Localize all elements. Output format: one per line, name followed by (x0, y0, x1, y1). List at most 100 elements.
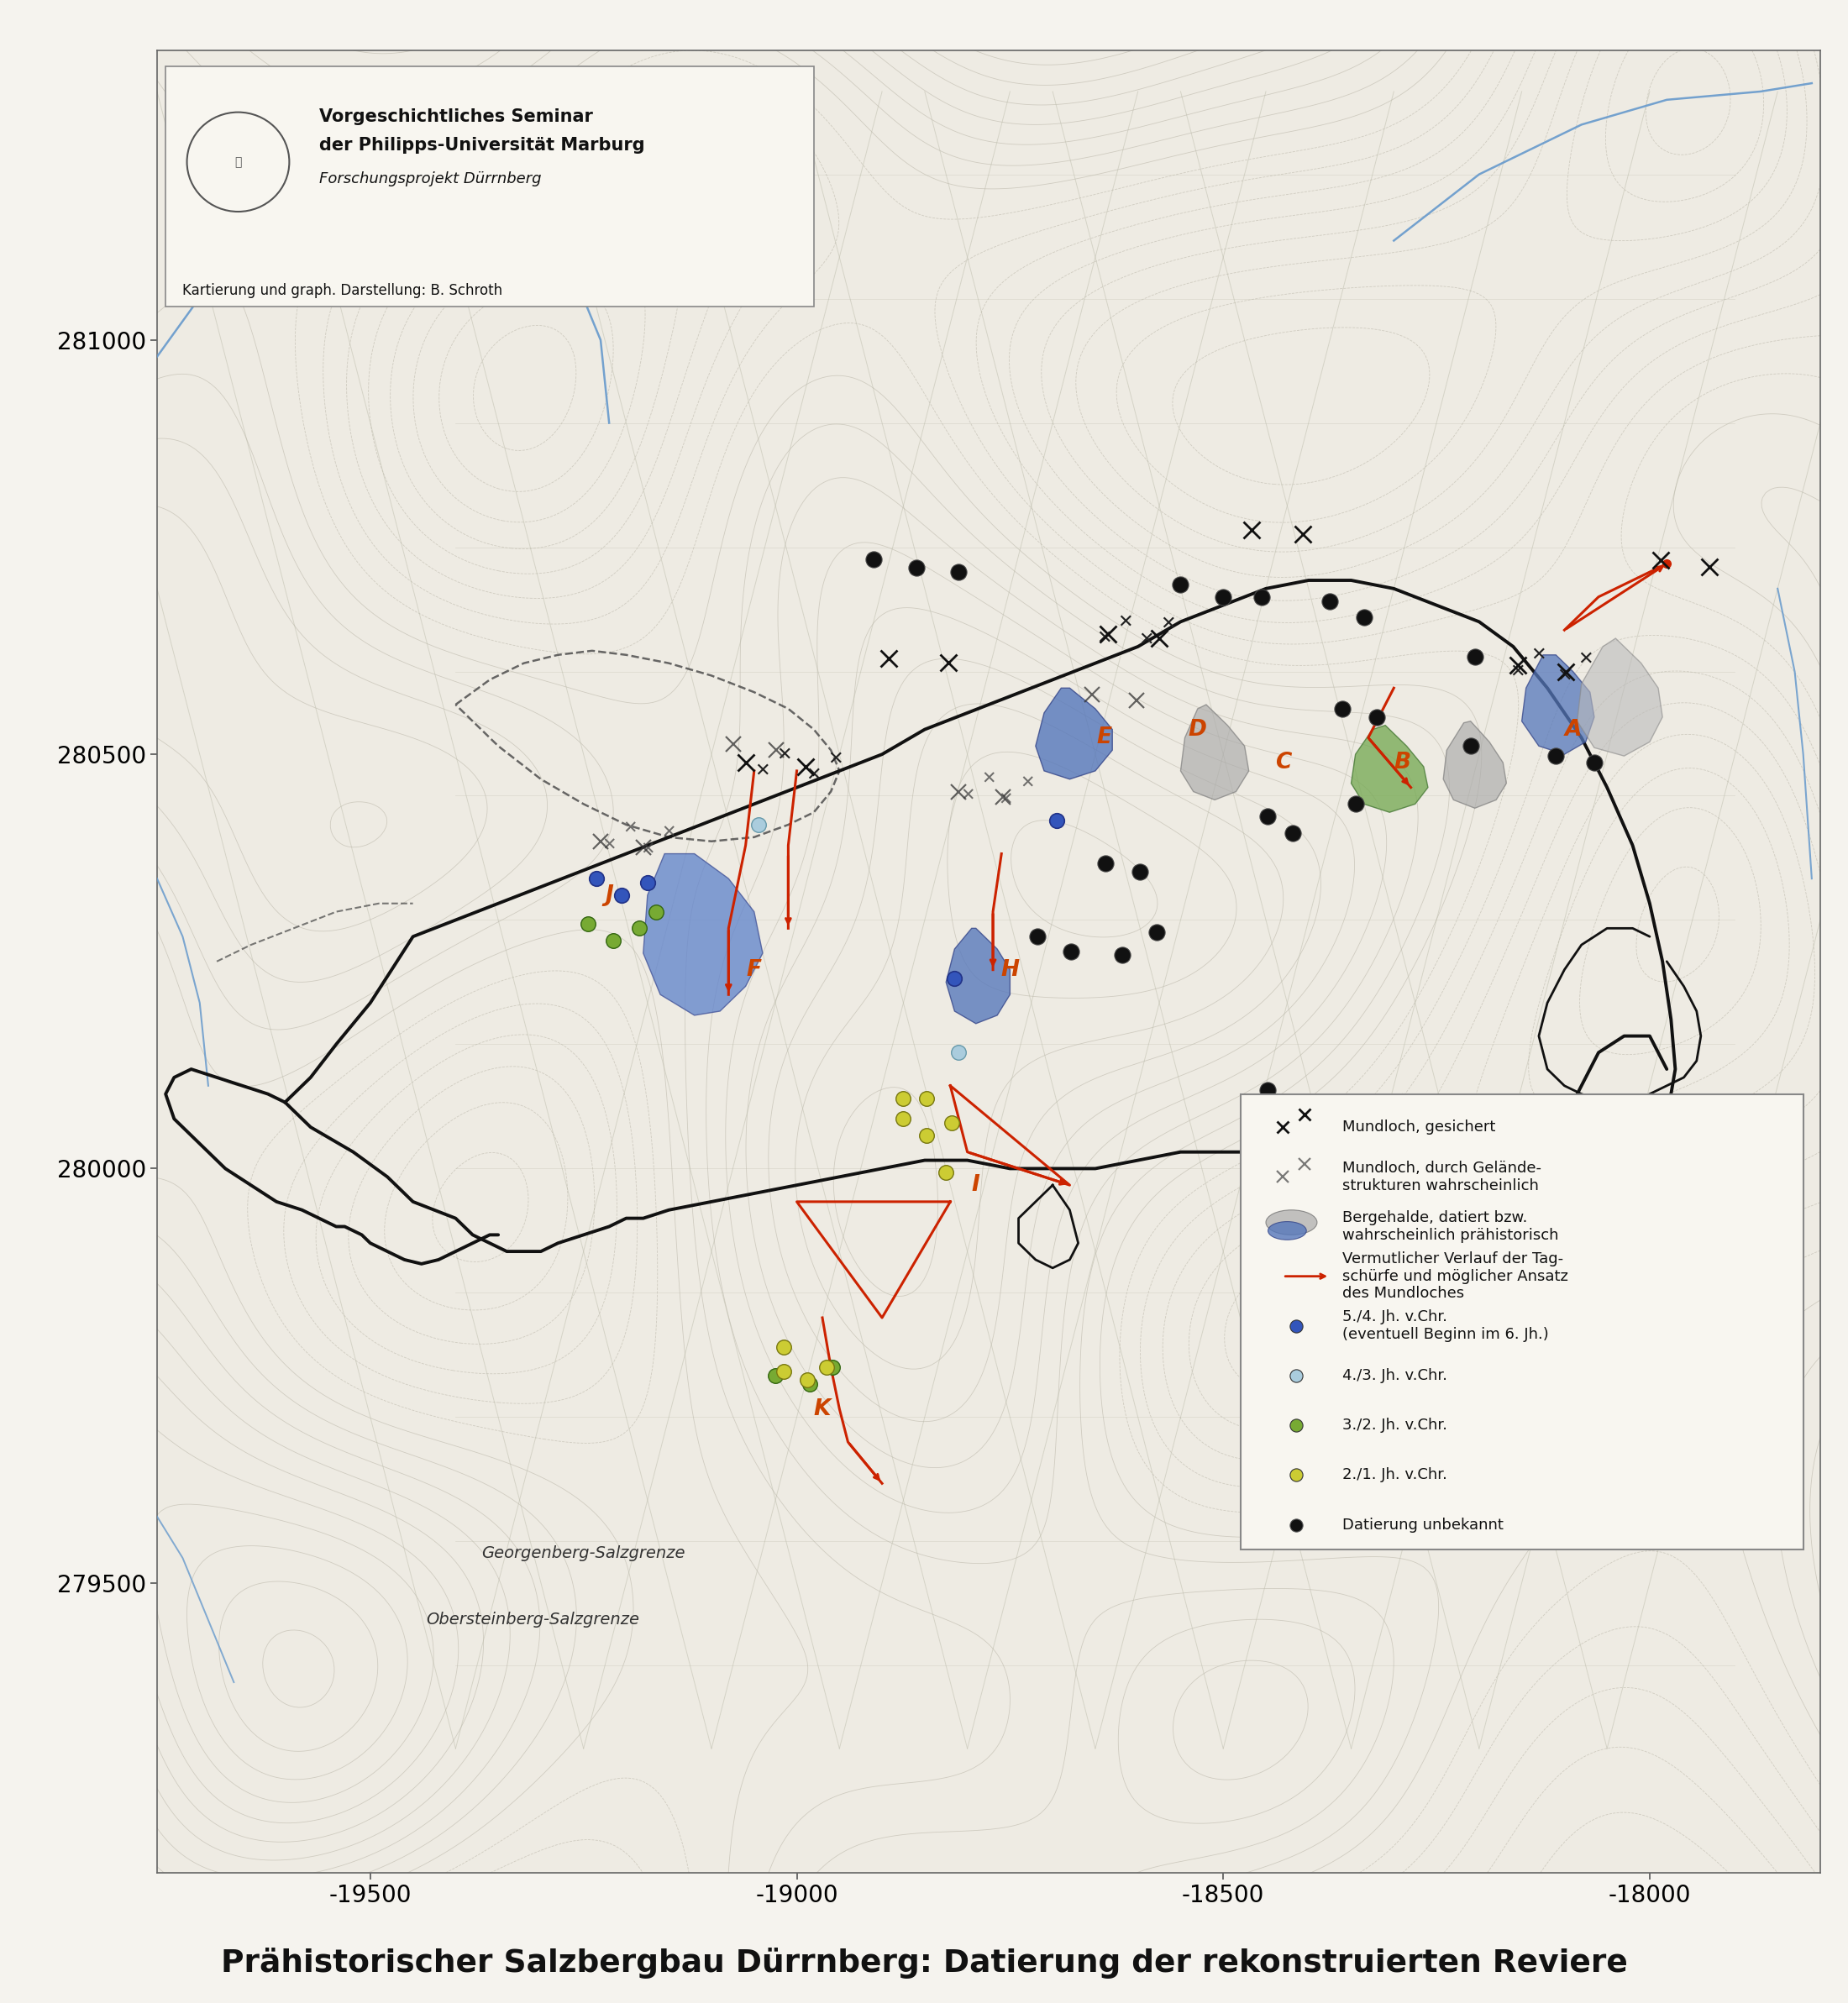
Text: ✕: ✕ (1556, 667, 1573, 683)
Polygon shape (1576, 639, 1663, 755)
Point (1057, 935, 1087, 967)
Point (1541, 739, 1571, 771)
Text: D: D (1188, 719, 1207, 741)
Text: Prähistorischer Salzbergbau Dürrnberg: Datierung der rekonstruierten Reviere: Prähistorischer Salzbergbau Dürrnberg: D… (220, 1947, 1628, 1979)
Point (1281, 1410, 1310, 1442)
Point (1022, 921, 1052, 953)
Point (632, 867, 662, 899)
Text: H: H (1002, 959, 1020, 981)
Text: ✕: ✕ (639, 841, 654, 857)
Point (1107, 939, 1137, 971)
Text: ✕: ✕ (1530, 647, 1547, 663)
Point (608, 879, 638, 911)
Ellipse shape (1268, 1222, 1307, 1240)
Point (793, 1364, 822, 1396)
Point (1253, 801, 1283, 833)
Text: ✕: ✕ (959, 787, 974, 803)
Point (911, 1120, 941, 1152)
Point (1209, 581, 1238, 613)
Point (625, 911, 654, 943)
Point (769, 1356, 798, 1388)
Text: ✕: ✕ (998, 791, 1013, 809)
Polygon shape (1181, 705, 1249, 799)
Text: Vermutlicher Verlauf der Tag-
schürfe und möglicher Ansatz
des Mundloches: Vermutlicher Verlauf der Tag- schürfe un… (1343, 1252, 1569, 1302)
Point (1281, 1360, 1310, 1392)
Text: Forschungsprojekt Dürrnberg: Forschungsprojekt Dürrnberg (320, 170, 541, 186)
Polygon shape (1035, 687, 1112, 779)
Point (944, 1038, 974, 1070)
Text: ✕: ✕ (623, 821, 638, 837)
Text: ✕: ✕ (1118, 613, 1133, 631)
Text: ✕: ✕ (1096, 629, 1112, 647)
FancyBboxPatch shape (166, 66, 813, 306)
Polygon shape (1443, 721, 1506, 807)
Text: L: L (1319, 1142, 1332, 1164)
Point (1340, 787, 1369, 819)
Text: A: A (1565, 719, 1582, 741)
Point (1090, 847, 1120, 879)
Point (573, 907, 602, 939)
Point (1349, 601, 1379, 633)
Text: J: J (604, 883, 614, 905)
Polygon shape (946, 927, 1011, 1024)
Point (1042, 805, 1072, 837)
Point (1460, 641, 1489, 673)
Text: I: I (972, 1174, 979, 1196)
Text: ✕: ✕ (754, 763, 771, 779)
Point (1253, 1074, 1283, 1106)
Text: ✕: ✕ (776, 745, 791, 763)
Text: ✕: ✕ (1161, 615, 1175, 631)
Point (743, 809, 772, 841)
Text: Obersteinberg-Salzgrenze: Obersteinberg-Salzgrenze (425, 1612, 639, 1628)
Point (1281, 1508, 1310, 1540)
Text: Mundloch, durch Gelände-
strukturen wahrscheinlich: Mundloch, durch Gelände- strukturen wahr… (1343, 1160, 1541, 1194)
Text: ✕: ✕ (1578, 651, 1593, 667)
Point (1142, 917, 1172, 949)
Point (859, 543, 889, 575)
Point (1279, 817, 1308, 849)
Text: 4./3. Jh. v.Chr.: 4./3. Jh. v.Chr. (1343, 1368, 1447, 1384)
Text: K: K (813, 1398, 832, 1420)
Polygon shape (1373, 1094, 1449, 1192)
Point (1580, 747, 1610, 779)
Text: der Philipps-Universität Marburg: der Philipps-Universität Marburg (320, 136, 645, 154)
Point (795, 1368, 824, 1400)
Point (761, 1360, 791, 1392)
Point (1166, 569, 1196, 601)
Point (1329, 693, 1358, 725)
Ellipse shape (1266, 1210, 1318, 1234)
Point (911, 1082, 941, 1114)
Text: ✕: ✕ (602, 837, 617, 853)
Point (1456, 729, 1486, 761)
Text: C: C (1275, 751, 1292, 773)
Text: ✕: ✕ (981, 771, 996, 787)
Text: Vorgeschichtliches Seminar: Vorgeschichtliches Seminar (320, 108, 593, 124)
Point (769, 1330, 798, 1362)
Point (1125, 855, 1155, 887)
Text: ✕: ✕ (806, 767, 822, 783)
Text: F: F (747, 959, 761, 981)
Text: 2./1. Jh. v.Chr.: 2./1. Jh. v.Chr. (1343, 1468, 1447, 1482)
Point (902, 553, 931, 585)
Text: 5./4. Jh. v.Chr.
(eventuell Beginn im 6. Jh.): 5./4. Jh. v.Chr. (eventuell Beginn im 6.… (1343, 1310, 1549, 1342)
Text: ✕: ✕ (1454, 1484, 1469, 1500)
Text: E: E (1096, 727, 1111, 749)
Text: Kartierung und graph. Darstellung: B. Schroth: Kartierung und graph. Darstellung: B. Sc… (183, 282, 503, 298)
Text: Georgenberg-Salzgrenze: Georgenberg-Salzgrenze (482, 1546, 686, 1560)
Text: Mundloch, gesichert: Mundloch, gesichert (1343, 1120, 1495, 1136)
Point (931, 1156, 961, 1188)
Point (1316, 585, 1345, 617)
Text: ✕: ✕ (1020, 775, 1035, 791)
Point (811, 1352, 841, 1384)
Point (941, 961, 970, 993)
Point (1281, 1458, 1310, 1490)
Text: ✕: ✕ (1510, 663, 1525, 679)
Text: 3./2. Jh. v.Chr.: 3./2. Jh. v.Chr. (1343, 1418, 1447, 1432)
Point (1247, 581, 1277, 613)
Text: ⛏: ⛏ (235, 156, 242, 168)
Text: ✕: ✕ (1138, 631, 1155, 649)
Text: ✕: ✕ (662, 825, 676, 841)
Text: Datierung unbekannt: Datierung unbekannt (1343, 1516, 1504, 1532)
Text: Bergehalde, datiert bzw.
wahrscheinlich prähistorisch: Bergehalde, datiert bzw. wahrscheinlich … (1343, 1210, 1560, 1242)
Point (582, 863, 612, 895)
